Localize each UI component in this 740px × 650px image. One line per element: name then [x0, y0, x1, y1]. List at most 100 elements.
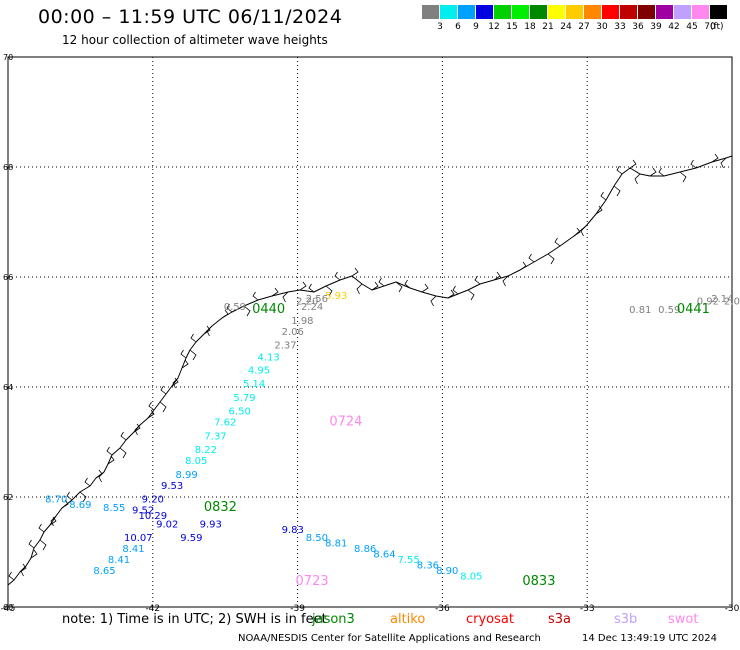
- wave-height-value: 9.20: [142, 495, 164, 506]
- wave-height-value: 7.55: [397, 555, 419, 566]
- fjord-detail: [221, 309, 229, 319]
- fjord-detail: [61, 499, 69, 509]
- fjord-detail: [160, 385, 167, 395]
- wave-height-value: 5.93: [325, 291, 347, 302]
- wave-height-value: 8.90: [436, 566, 458, 577]
- wave-height-value: 8.41: [108, 555, 130, 566]
- pass-0724: 0724: [329, 415, 362, 430]
- scale-swatch-label: 6: [455, 22, 461, 32]
- scale-swatch: [422, 5, 439, 19]
- wave-height-value: 2.14: [711, 294, 733, 305]
- fjord-detail: [106, 446, 113, 456]
- fjord-detail: [493, 271, 501, 281]
- fjord-detail: [38, 523, 45, 533]
- fjord-detail: [180, 349, 187, 359]
- wave-height-value: 8.55: [103, 503, 125, 514]
- wave-height-value: 9.02: [156, 519, 178, 530]
- fjord-detail: [107, 455, 115, 465]
- fjord-detail: [649, 167, 657, 177]
- wave-height-value: 2.37: [274, 341, 296, 352]
- fjord-detail: [452, 285, 459, 295]
- pass-time-label: 0833: [522, 574, 555, 589]
- fjord-detail: [580, 225, 587, 237]
- fjord-detail: [39, 539, 47, 551]
- fjord-detail: [172, 377, 179, 389]
- fjord-detail: [203, 325, 211, 335]
- scale-swatch-label: 42: [668, 22, 680, 32]
- mission-label: swot: [668, 612, 699, 627]
- pass-0441: 0.81 0.59 0.922.142.0 0441: [629, 294, 740, 317]
- scale-swatch-label: 9: [473, 22, 479, 32]
- axis-ticks: -45 -42 -39 -36 -33 -30 60 62 64 66 68 70: [1, 53, 740, 614]
- fjord-detail: [334, 271, 341, 281]
- wave-height-value: 0.59: [658, 305, 680, 316]
- pass-time-label: 0724: [329, 415, 362, 430]
- mission-label: jason3: [312, 612, 355, 627]
- map-frame: [7, 56, 733, 608]
- lon-tick-label: -36: [435, 604, 450, 614]
- scale-swatch: [512, 5, 529, 19]
- wave-height-value: 8.69: [69, 500, 91, 511]
- fjord-detail: [226, 303, 233, 313]
- fjord-detail: [679, 171, 687, 183]
- fjord-detail: [206, 325, 213, 337]
- fjord-detail: [147, 409, 155, 419]
- fjord-detail: [690, 159, 697, 169]
- fjord-detail: [395, 281, 403, 293]
- fjord-detail: [271, 287, 279, 297]
- wave-height-value: 10.07: [124, 533, 153, 544]
- wave-height-value: 8.86: [354, 544, 376, 555]
- wave-height-value: 2.56: [306, 294, 328, 305]
- scale-swatch-label: 30: [596, 22, 608, 32]
- lat-tick-label: 62: [3, 493, 13, 502]
- wave-height-value: 8.41: [122, 544, 144, 555]
- wave-height-value: 0.92: [697, 297, 719, 308]
- scale-swatch-label: 70: [704, 22, 716, 32]
- fjord-detail: [30, 549, 38, 559]
- wave-height-value: 7.62: [214, 418, 236, 429]
- scale-swatch: [656, 5, 673, 19]
- mission-label: altiko: [390, 612, 426, 627]
- fjord-detail: [19, 563, 27, 573]
- fjord-detail: [378, 277, 385, 287]
- wave-height-value: 8.50: [306, 533, 328, 544]
- fjord-detail: [519, 261, 527, 271]
- credit-line: NOAA/NESDIS Center for Satellite Applica…: [238, 633, 541, 644]
- wave-height-value: 2.0: [724, 297, 740, 308]
- pass-0440: 5.932.562.202.24 1.982.06 2.37 0.59 4.134.95…: [132, 291, 347, 517]
- fjord-detail: [181, 359, 189, 369]
- lon-tick-label: -39: [290, 604, 305, 614]
- wave-height-value: 5.79: [233, 393, 255, 404]
- scale-swatch: [566, 5, 583, 19]
- scale-swatch: [530, 5, 547, 19]
- scale-swatch-label: 21: [542, 22, 554, 32]
- fjord-detail: [711, 153, 719, 163]
- wave-height-value: 8.70: [45, 495, 67, 506]
- wave-height-value: 9.53: [161, 481, 183, 492]
- fjord-detail: [79, 491, 87, 503]
- fjord-detail: [8, 571, 15, 581]
- scale-swatch: [476, 5, 493, 19]
- wave-height-value: 5.14: [243, 379, 265, 390]
- scale-swatch-label: 39: [650, 22, 662, 32]
- fjord-detail: [474, 275, 481, 285]
- wave-height-value: 2.24: [301, 302, 323, 313]
- fjord-detail: [308, 283, 315, 293]
- fjord-detail: [98, 471, 105, 483]
- scale-swatch: [440, 5, 457, 19]
- scale-units-label: (ft): [710, 22, 724, 32]
- mission-label: s3a: [548, 612, 572, 627]
- fjord-detail: [573, 227, 581, 237]
- wave-height-value: 9.59: [180, 533, 202, 544]
- fjord-detail: [243, 305, 251, 317]
- fjord-detail: [189, 349, 197, 361]
- wave-height-value: 8.22: [195, 445, 217, 456]
- wave-height-value: 8.36: [417, 561, 439, 572]
- fjord-detail: [66, 491, 73, 501]
- fjord-detail: [356, 283, 363, 295]
- lat-tick-label: 64: [3, 383, 13, 392]
- lon-tick-label: -30: [725, 604, 740, 614]
- satellite-tracks: 5.932.562.202.24 1.982.06 2.37 0.59 4.134.95…: [45, 291, 740, 589]
- fjord-detail: [159, 401, 167, 413]
- wave-height-value: 4.13: [258, 353, 280, 364]
